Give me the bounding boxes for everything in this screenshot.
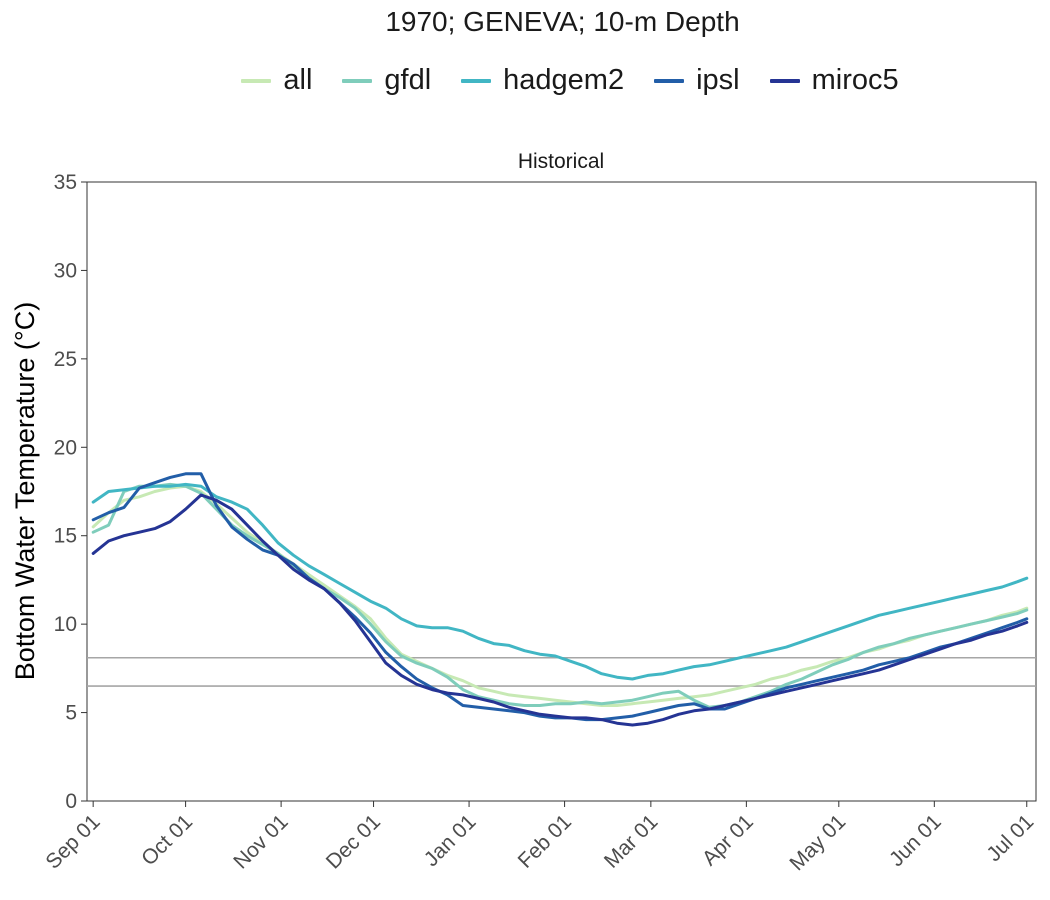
y-tick-label: 5 (65, 702, 77, 725)
y-tick-label: 0 (65, 790, 77, 813)
legend-label-gfdl: gfdl (384, 64, 432, 96)
legend-label-miroc5: miroc5 (811, 64, 899, 96)
legend-key-gfdl (342, 78, 373, 83)
x-tick-label: Sep 01 (41, 810, 104, 873)
x-tick-label: Jun 01 (885, 810, 946, 871)
x-tick-label: Apr 01 (698, 810, 758, 870)
legend-label-hadgem2: hadgem2 (503, 64, 625, 96)
legend-label-all: all (283, 64, 313, 96)
legend-key-miroc5 (769, 78, 800, 83)
series-line-miroc5 (91, 493, 1029, 727)
y-tick-label: 35 (54, 171, 77, 194)
series-line-gfdl (91, 482, 1029, 709)
series-line-all (91, 484, 1029, 707)
plot-panel-border (86, 181, 1037, 802)
legend-item-miroc5: miroc5 (769, 64, 899, 97)
series-lines (91, 472, 1029, 727)
y-tick-label: 25 (54, 348, 77, 371)
x-tick-label: Mar 01 (600, 810, 662, 872)
chart-title: 1970; GENEVA; 10-m Depth (385, 6, 740, 37)
x-tick-label: Jul 01 (982, 810, 1038, 866)
legend-item-ipsl: ipsl (654, 64, 740, 97)
y-tick-label: 20 (54, 436, 77, 459)
y-axis: 0 5 10 15 20 25 30 35 (54, 171, 87, 813)
x-tick-label: Oct 01 (137, 810, 197, 870)
x-tick-label: Feb 01 (514, 810, 577, 873)
x-tick-label: Nov 01 (229, 810, 292, 873)
legend-item-gfdl: gfdl (342, 64, 431, 97)
legend-label-ipsl: ipsl (696, 64, 740, 96)
legend-key-ipsl (654, 78, 685, 83)
panel-strip-label: Historical (518, 150, 604, 173)
x-axis: Sep 01 Oct 01 Nov 01 Dec 01 Jan 01 Feb 01 Mar … (41, 801, 1038, 875)
x-tick-label: Jan 01 (420, 810, 481, 871)
y-axis-title: Bottom Water Temperature (°C) (10, 302, 40, 680)
legend-key-all (241, 78, 272, 83)
y-tick-label: 30 (54, 259, 77, 282)
legend-item-all: all (241, 64, 312, 97)
x-tick-label: Dec 01 (322, 810, 385, 873)
legend-item-hadgem2: hadgem2 (461, 64, 624, 97)
legend: all gfdl hadgem2 ipsl miroc5 (0, 64, 1050, 97)
series-line-hadgem2 (91, 482, 1029, 681)
y-tick-label: 10 (54, 613, 77, 636)
y-tick-label: 15 (54, 525, 77, 548)
legend-key-hadgem2 (461, 78, 492, 83)
x-tick-label: May 01 (785, 810, 850, 875)
